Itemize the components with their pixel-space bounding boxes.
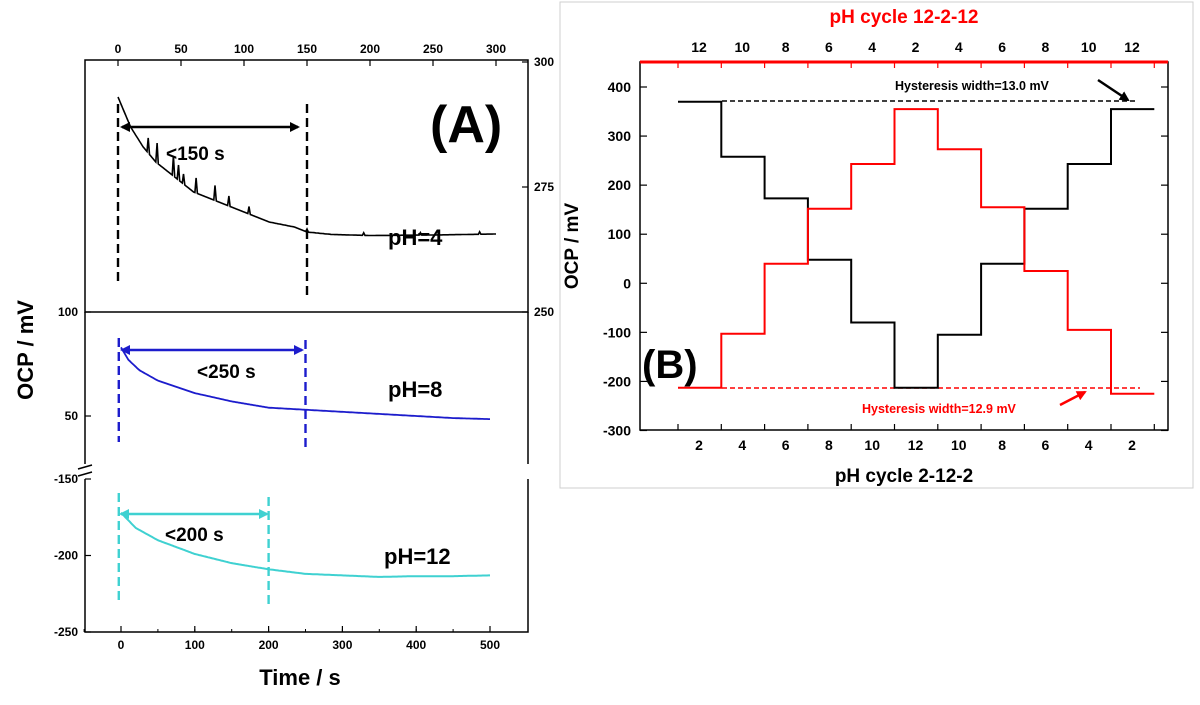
b-top-category-label: 6 — [825, 39, 833, 55]
b-top-category-label: 2 — [912, 39, 920, 55]
axis-break-mark — [77, 471, 93, 477]
left-y-tick-label: -250 — [54, 625, 78, 639]
top-x-tick-label: 50 — [174, 42, 188, 56]
panel-a-x-axis-title: Time / s — [259, 665, 341, 690]
series-line-ph12 — [120, 511, 490, 578]
top-x-tick-label: 0 — [115, 42, 122, 56]
panel-a-lower-frame — [84, 479, 529, 633]
b-top-category-label: 4 — [868, 39, 876, 55]
b-bottom-category-label: 8 — [998, 437, 1006, 453]
b-bottom-category-label: 8 — [825, 437, 833, 453]
annotation-hysteresis-red: Hysteresis width=12.9 mV — [862, 402, 1017, 416]
right-y-tick-label: 300 — [534, 55, 554, 69]
b-y-tick-label: 400 — [608, 79, 632, 95]
b-top-category-label: 4 — [955, 39, 963, 55]
b-bottom-category-label: 12 — [908, 437, 924, 453]
x-tick-label: 100 — [185, 638, 205, 652]
x-tick-label: 0 — [118, 638, 125, 652]
top-x-tick-label: 100 — [234, 42, 254, 56]
b-y-tick-label: -200 — [603, 373, 631, 389]
b-top-category-label: 12 — [691, 39, 707, 55]
b-bottom-category-label: 2 — [1128, 437, 1136, 453]
series-step-red — [678, 108, 1155, 395]
left-y-tick-label: 50 — [65, 409, 79, 423]
b-top-category-label: 10 — [735, 39, 751, 55]
x-tick-label: 500 — [480, 638, 500, 652]
panel-a: 0 100 200 300 400 500 0 50 100 150 200 250 300 300 275… — [13, 42, 554, 690]
series-line-ph4 — [117, 96, 496, 237]
b-y-tick-label: 300 — [608, 128, 632, 144]
annotation-ph8: <250 s — [197, 362, 256, 383]
b-bottom-category-label: 2 — [695, 437, 703, 453]
left-y-tick-label: -150 — [54, 472, 78, 486]
b-bottom-category-label: 4 — [738, 437, 746, 453]
series-step-black — [678, 100, 1155, 389]
top-x-tick-label: 250 — [423, 42, 443, 56]
panel-a-label: (A) — [430, 96, 502, 154]
b-bottom-category-label: 6 — [782, 437, 790, 453]
panel-b-top-axis-title: pH cycle 12-2-12 — [830, 7, 979, 28]
axis-break-mark — [77, 464, 93, 470]
top-x-tick-label: 200 — [360, 42, 380, 56]
b-top-category-label: 6 — [998, 39, 1006, 55]
b-y-tick-label: 200 — [608, 177, 632, 193]
left-y-tick-label: -200 — [54, 549, 78, 563]
panel-b: 400 300 200 100 0 -100 -200 -300 2 4 6 8 10 12 10 8 6 4 2 1… — [559, 1, 1194, 489]
label-ph4: pH=4 — [388, 225, 443, 250]
panel-b-label: (B) — [642, 343, 698, 387]
panel-b-border — [559, 1, 1194, 489]
b-top-category-label: 10 — [1081, 39, 1097, 55]
x-tick-label: 300 — [332, 638, 352, 652]
b-y-tick-label: -100 — [603, 324, 631, 340]
annotation-ph4: <150 s — [166, 144, 225, 165]
b-y-tick-label: 100 — [608, 226, 632, 242]
panel-a-middle-frame — [84, 312, 529, 464]
annotation-hysteresis-black: Hysteresis width=13.0 mV — [895, 79, 1050, 93]
label-ph8: pH=8 — [388, 377, 442, 402]
b-bottom-category-label: 4 — [1085, 437, 1093, 453]
panel-a-y-axis-title: OCP / mV — [13, 300, 38, 400]
series-line-ph8 — [120, 346, 490, 420]
left-y-tick-label: 100 — [58, 305, 78, 319]
panel-b-x-axis-title: pH cycle 2-12-2 — [835, 466, 973, 487]
b-y-tick-label: -300 — [603, 422, 631, 438]
b-top-category-label: 12 — [1124, 39, 1140, 55]
b-top-category-label: 8 — [782, 39, 790, 55]
panel-a-ticks: 0 100 200 300 400 500 0 50 100 150 200 250 300 300 275… — [54, 42, 554, 652]
top-x-tick-label: 150 — [297, 42, 317, 56]
right-y-tick-label: 275 — [534, 180, 554, 194]
x-tick-label: 400 — [406, 638, 426, 652]
panel-b-y-axis-title: OCP / mV — [562, 203, 583, 290]
b-top-category-label: 8 — [1042, 39, 1050, 55]
x-tick-label: 200 — [259, 638, 279, 652]
top-x-tick-label: 300 — [486, 42, 506, 56]
b-bottom-category-label: 10 — [864, 437, 880, 453]
annotation-ph12: <200 s — [165, 525, 224, 546]
hysteresis-arrow-red — [1059, 390, 1087, 407]
label-ph12: pH=12 — [384, 544, 451, 569]
panel-b-frame — [639, 61, 1169, 431]
panel-b-ticks: 400 300 200 100 0 -100 -200 -300 2 4 6 8 10 12 10 8 6 4 2 1… — [603, 39, 1168, 453]
b-bottom-category-label: 6 — [1042, 437, 1050, 453]
b-y-tick-label: 0 — [623, 275, 631, 291]
b-bottom-category-label: 10 — [951, 437, 967, 453]
hysteresis-arrow-black — [1097, 78, 1130, 102]
right-y-tick-label: 250 — [534, 305, 554, 319]
